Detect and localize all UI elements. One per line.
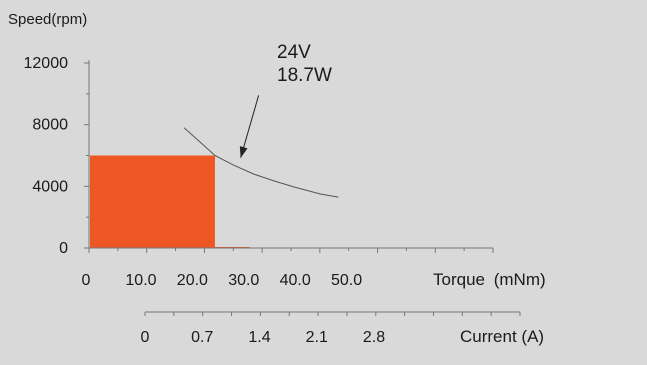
y-tick-label: 12000 (24, 55, 69, 72)
x-tick-label: 0 (82, 272, 91, 289)
current-tick-label: 0.7 (191, 329, 213, 346)
power-label: 18.7W (277, 65, 332, 86)
y-tick-label: 4000 (32, 178, 68, 195)
current-tick-label: 1.4 (248, 329, 270, 346)
x-axis-label: Torque (mNm) (433, 270, 546, 289)
x-tick-label: 40.0 (280, 272, 311, 289)
current-tick-label: 2.8 (363, 329, 385, 346)
x-tick-label: 10.0 (125, 272, 156, 289)
y-axis-label: Speed(rpm) (8, 11, 87, 28)
current-axis-label: Current (A) (460, 327, 544, 346)
current-tick-label: 0 (141, 329, 150, 346)
x-axis-label-unit: (mNm) (494, 270, 546, 289)
x-axis-label-name: Torque (433, 270, 485, 289)
y-tick-label: 8000 (32, 117, 68, 134)
y-tick-label: 0 (59, 240, 68, 257)
x-tick-label: 30.0 (228, 272, 259, 289)
continuous-operation-region (90, 156, 215, 249)
voltage-label: 24V (277, 42, 311, 63)
x-tick-label: 20.0 (177, 272, 208, 289)
current-tick-label: 2.1 (306, 329, 328, 346)
x-tick-label: 50.0 (331, 272, 362, 289)
